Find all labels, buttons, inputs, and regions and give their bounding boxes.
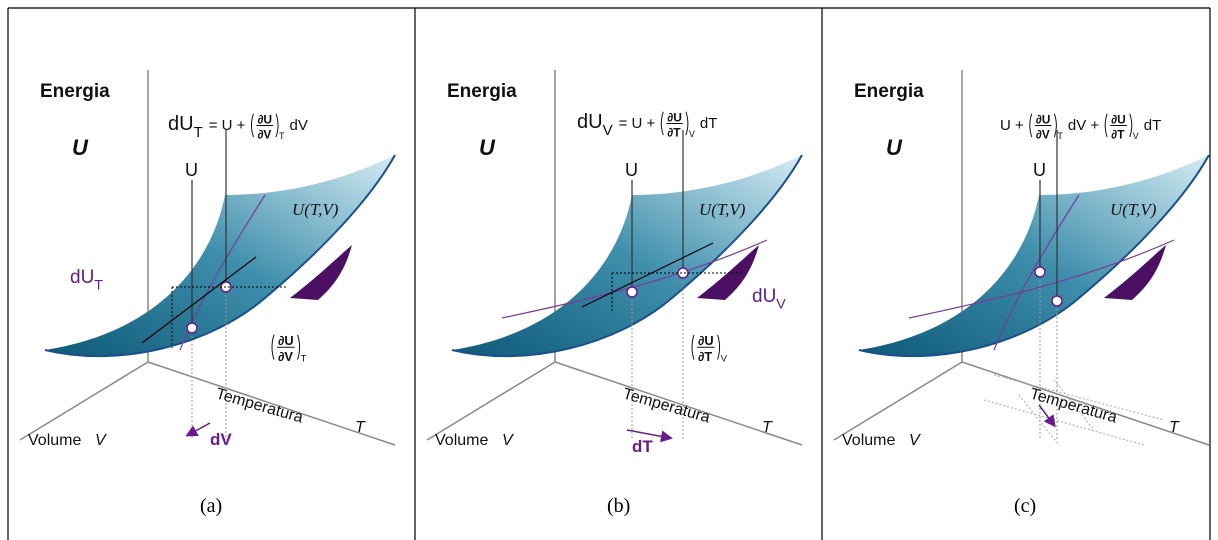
formula-term: = U + xyxy=(619,115,656,132)
formula-term: dU xyxy=(168,113,194,135)
temperature-symbol: T xyxy=(1169,419,1180,436)
caption: (a) xyxy=(200,495,222,517)
fraction-sub: V xyxy=(1133,131,1139,141)
surface-point xyxy=(187,323,197,333)
volume-label: Volume xyxy=(28,432,81,449)
paren xyxy=(272,335,274,360)
increment-label-sub: V xyxy=(776,297,786,313)
point-label: U xyxy=(625,160,638,180)
formula-term-sub: T xyxy=(194,124,203,141)
fraction-denominator: ∂T xyxy=(1111,127,1125,141)
surface-label: U(T,V) xyxy=(1110,200,1157,219)
temperature-symbol: T xyxy=(762,419,773,436)
paren xyxy=(1030,114,1032,137)
paren xyxy=(1130,114,1132,137)
temperature-label: Temperatura xyxy=(1028,386,1119,427)
paren xyxy=(1105,114,1107,137)
formula-term: dT xyxy=(1144,117,1162,134)
fraction-sub: V xyxy=(721,354,728,365)
formula-term: dU xyxy=(577,111,603,133)
increment-label: dU xyxy=(752,286,776,307)
temperature-symbol: T xyxy=(355,419,366,436)
fraction-sub: T xyxy=(301,354,307,365)
caption: (c) xyxy=(1014,495,1036,517)
energy-symbol: U xyxy=(72,135,89,160)
surface-label: U(T,V) xyxy=(699,200,746,219)
volume-symbol: V xyxy=(502,432,514,449)
paren xyxy=(298,335,300,360)
volume-label: Volume xyxy=(842,432,895,449)
caption: (b) xyxy=(607,495,630,517)
formula-term: = U + xyxy=(209,117,246,134)
increment-label: dU xyxy=(70,267,94,288)
temperature-label: Temperatura xyxy=(214,386,305,427)
surface-point xyxy=(1052,296,1062,306)
fraction-numerator: ∂U xyxy=(698,333,714,348)
fraction-numerator: ∂U xyxy=(1111,112,1126,126)
volume-label: Volume xyxy=(435,432,488,449)
paren xyxy=(686,112,688,135)
fraction-denominator: ∂V xyxy=(278,349,293,364)
formula-term: dV + xyxy=(1068,117,1100,134)
formula-term: U + xyxy=(1000,117,1024,134)
surface-point xyxy=(627,287,637,297)
energy-label: Energia xyxy=(854,81,924,102)
step-label: dT xyxy=(632,437,653,456)
step-label: dV xyxy=(210,430,232,449)
fraction-denominator: ∂V xyxy=(257,127,271,141)
surface-point xyxy=(1035,267,1045,277)
paren xyxy=(1054,114,1056,137)
formula-term-sub: V xyxy=(603,122,613,139)
volume-axis xyxy=(20,362,148,440)
fraction-denominator: ∂T xyxy=(667,125,681,139)
volume-symbol: V xyxy=(95,432,107,449)
fraction-numerator: ∂U xyxy=(667,110,682,124)
energy-symbol: U xyxy=(479,135,496,160)
fraction-numerator: ∂U xyxy=(257,112,272,126)
energy-symbol: U xyxy=(886,135,903,160)
energy-label: Energia xyxy=(447,81,517,102)
fraction-sub: T xyxy=(1057,131,1063,141)
fraction-numerator: ∂U xyxy=(278,333,294,348)
volume-symbol: V xyxy=(909,432,921,449)
point-label: U xyxy=(185,160,198,180)
fraction-numerator: ∂U xyxy=(1036,112,1051,126)
paren xyxy=(718,335,720,360)
fraction-sub: T xyxy=(279,131,285,141)
point-label: U xyxy=(1033,160,1046,180)
fraction-denominator: ∂T xyxy=(698,349,712,364)
paren xyxy=(661,112,663,135)
paren xyxy=(251,114,253,137)
paren xyxy=(276,114,278,137)
energy-label: Energia xyxy=(40,81,110,102)
formula-term: dT xyxy=(700,115,718,132)
figure: EnergiaUUU(T,V)VolumeVTemperaturaT(a)dUT… xyxy=(0,0,1218,540)
temperature-label: Temperatura xyxy=(621,386,712,427)
paren xyxy=(692,335,694,360)
step-arrow xyxy=(188,423,210,435)
fraction-denominator: ∂V xyxy=(1036,127,1050,141)
surface-label: U(T,V) xyxy=(292,200,339,219)
fraction-sub: V xyxy=(689,129,695,139)
panel: Energia U U U(T,V) Volume V Temperatura T (c) U +… xyxy=(834,70,1209,517)
volume-axis xyxy=(427,362,555,440)
increment-label-sub: T xyxy=(94,278,103,294)
volume-axis xyxy=(834,362,962,440)
surface-point xyxy=(678,268,688,278)
formula-term: dV xyxy=(290,117,308,134)
